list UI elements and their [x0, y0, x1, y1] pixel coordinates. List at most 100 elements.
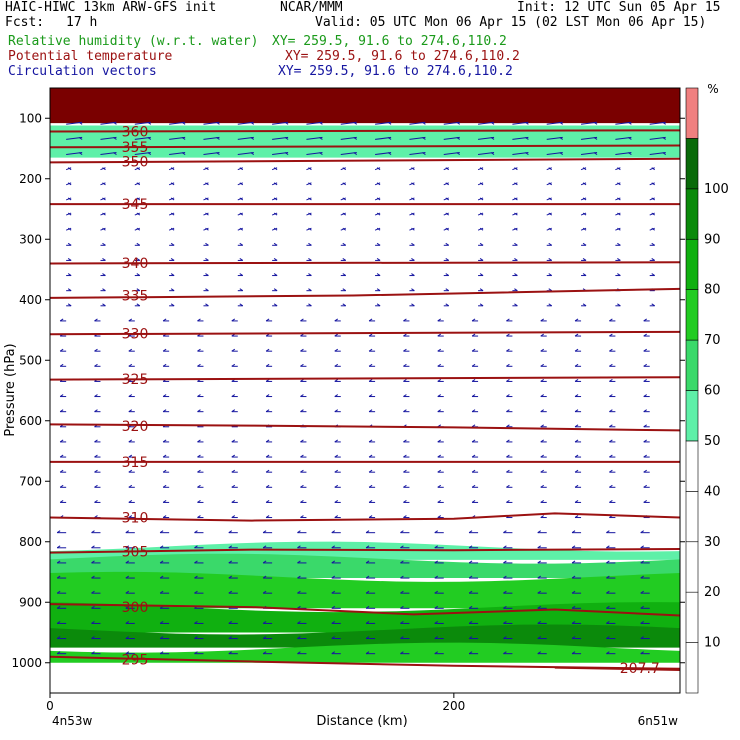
vector-arrowhead [540, 363, 545, 367]
vector-arrowhead [250, 121, 255, 125]
vector-arrowhead [197, 318, 201, 322]
vector-arrowhead [643, 348, 647, 352]
vector-arrowhead [308, 273, 312, 276]
vector-arrowhead [506, 484, 510, 488]
vector-arrowhead [136, 242, 141, 246]
vector-arrowhead [506, 318, 510, 322]
vector-arrowhead [94, 409, 98, 413]
vector-arrowhead [514, 182, 518, 186]
vector-arrowhead [205, 288, 209, 292]
vector-arrowhead [67, 258, 72, 261]
vector-arrowhead [403, 318, 407, 322]
vector-arrowhead [376, 273, 381, 276]
vector-arrowhead [400, 621, 404, 624]
vector-arrow [443, 182, 449, 186]
vector-arrowhead [643, 439, 647, 443]
vector-arrowhead [376, 303, 381, 307]
vector-arrowhead [368, 439, 373, 443]
vector-arrowhead [197, 484, 201, 488]
vector-arrowhead [640, 545, 644, 549]
vector-arrow [477, 182, 484, 186]
vector-arrowhead [59, 500, 64, 503]
vector-arrowhead [514, 288, 518, 292]
vector-arrowhead [403, 500, 407, 503]
vector-arrowhead [387, 121, 392, 125]
vector-arrowhead [540, 469, 545, 473]
vector-arrowhead [170, 212, 175, 216]
vector-arrowhead [548, 182, 553, 186]
vector-arrowhead [197, 394, 201, 397]
vector-arrowhead [628, 152, 632, 155]
header-title: HAIC-HIWC 13km ARW-GFS init [5, 0, 217, 15]
vector-arrowhead [368, 469, 373, 473]
vector-arrowhead [643, 484, 647, 488]
vector-arrowhead [159, 636, 164, 639]
vector-arrow [443, 212, 449, 216]
vector-arrowhead [479, 288, 484, 292]
vector-arrowhead [571, 621, 576, 624]
vector-arrowhead [205, 303, 209, 307]
vector-arrowhead [617, 242, 621, 246]
vector-arrowhead [159, 590, 164, 594]
vector-arrowhead [537, 575, 542, 579]
vector-arrowhead [319, 121, 323, 125]
vector-arrowhead [582, 227, 587, 231]
colorbar-level-label: 60 [704, 384, 721, 399]
vector-arrowhead [239, 303, 244, 307]
vector-arrowhead [113, 152, 117, 155]
vector-arrowhead [300, 515, 304, 518]
vector-arrow [203, 227, 209, 231]
vector-arrowhead [231, 469, 236, 473]
vector-arrowhead [514, 303, 518, 307]
vector-arrowhead [128, 500, 133, 503]
vector-arrowhead [125, 590, 130, 594]
vector-arrowhead [342, 242, 347, 246]
vector-arrowhead [403, 515, 407, 518]
vector-arrowhead [640, 621, 644, 624]
vector-arrow [203, 197, 209, 201]
vector-arrowhead [471, 500, 476, 503]
vector-arrowhead [297, 636, 301, 639]
y-tick-label: 900 [19, 595, 42, 609]
vector-arrowhead [91, 560, 95, 564]
vector-arrow [443, 227, 449, 231]
vector-arrowhead [297, 605, 301, 609]
vector-arrowhead [574, 333, 579, 337]
vector-arrowhead [628, 121, 632, 125]
vector-arrowhead [537, 605, 542, 609]
vector-arrowhead [205, 227, 209, 231]
vector-arrowhead [617, 167, 621, 171]
vector-arrowhead [471, 409, 476, 413]
vector-arrowhead [59, 394, 64, 397]
vector-arrowhead [609, 484, 613, 488]
vector-arrowhead [319, 137, 323, 140]
vector-arrowhead [194, 621, 198, 624]
vector-arrowhead [265, 348, 270, 352]
vector-arrowhead [548, 258, 553, 261]
vector-arrowhead [506, 409, 510, 413]
theta-contour-label: 345 [122, 197, 149, 213]
vector-arrowhead [94, 318, 98, 322]
vector-arrowhead [609, 439, 613, 443]
vector-arrowhead [606, 545, 610, 549]
vector-arrowhead [319, 152, 323, 155]
vector-arrowhead [643, 454, 647, 458]
vector-arrowhead [606, 636, 610, 639]
vector-arrowhead [308, 212, 312, 216]
field-theta-name: Potential temperature [8, 49, 173, 64]
vector-arrowhead [56, 590, 61, 594]
vector-arrowhead [334, 333, 339, 337]
vector-arrowhead [239, 242, 244, 246]
vector-arrowhead [239, 227, 244, 231]
vector-arrowhead [365, 590, 370, 594]
vector-arrowhead [262, 590, 267, 594]
vector-arrow [65, 212, 72, 216]
vector-arrowhead [334, 454, 339, 458]
vector-arrowhead [159, 621, 164, 624]
vector-arrowhead [297, 560, 301, 564]
vector-arrowhead [445, 182, 450, 186]
vector-arrowhead [334, 515, 339, 518]
vector-arrowhead [162, 500, 167, 503]
vector-arrowhead [300, 484, 304, 488]
vector-arrowhead [102, 303, 106, 307]
